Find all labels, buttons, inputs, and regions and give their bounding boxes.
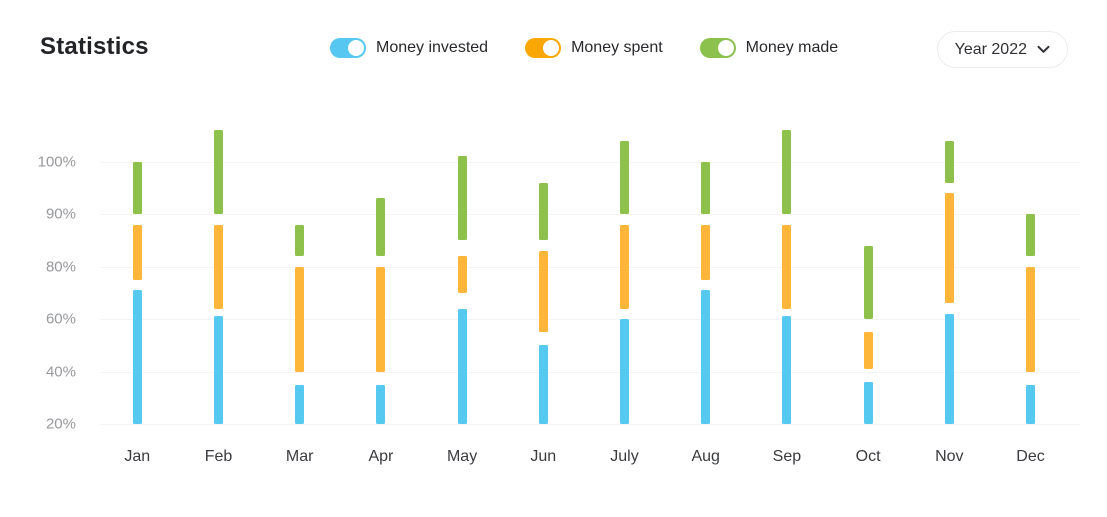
bar-money-made-nov[interactable] <box>944 140 954 183</box>
x-axis-label-jun: Jun <box>530 448 557 465</box>
x-axis-label-nov: Nov <box>935 448 964 465</box>
bar-money-spent-dec[interactable] <box>1026 266 1035 372</box>
legend-label: Money invested <box>376 39 489 56</box>
legend-label: Money made <box>745 39 839 56</box>
bar-money-spent-mar[interactable] <box>295 266 305 372</box>
x-axis-label-dec: Dec <box>1016 448 1045 465</box>
bar-money-made-aug[interactable] <box>701 161 711 214</box>
year-selector-label: Year 2022 <box>954 40 1027 58</box>
legend-label: Money spent <box>571 39 663 56</box>
y-axis-tick-label: 90% <box>45 205 76 223</box>
bar-money-invested-jun[interactable] <box>538 345 548 424</box>
bar-money-invested-may[interactable] <box>457 308 467 424</box>
bar-money-invested-feb[interactable] <box>214 316 223 424</box>
bar-money-made-mar[interactable] <box>295 224 305 256</box>
gridline-60 <box>100 319 1080 320</box>
bar-money-invested-aug[interactable] <box>701 290 711 424</box>
gridline-20 <box>100 424 1080 425</box>
gridline-90 <box>100 214 1080 215</box>
legend-item-spent[interactable]: Money spent <box>525 38 663 58</box>
gridline-80 <box>100 266 1080 268</box>
bar-money-invested-nov[interactable] <box>944 313 954 424</box>
gridline-40 <box>100 371 1080 373</box>
bar-money-made-jun[interactable] <box>538 182 548 241</box>
x-axis-label-jan: Jan <box>124 448 151 465</box>
bar-money-invested-oct[interactable] <box>863 382 873 424</box>
y-axis-tick-label: 40% <box>45 363 76 380</box>
bar-money-invested-apr[interactable] <box>376 384 386 424</box>
bar-money-invested-dec[interactable] <box>1026 384 1035 424</box>
bar-money-made-july[interactable] <box>620 140 629 214</box>
y-axis-tick-label: 20% <box>45 415 76 433</box>
bar-money-spent-jan[interactable] <box>132 224 142 280</box>
bar-money-spent-nov[interactable] <box>944 193 954 304</box>
y-axis-tick-label: 80% <box>45 258 76 275</box>
x-axis-label-apr: Apr <box>368 448 394 465</box>
legend-item-made[interactable]: Money made <box>699 38 839 58</box>
bar-money-made-dec[interactable] <box>1026 214 1035 256</box>
bar-money-spent-oct[interactable] <box>863 332 873 369</box>
chevron-down-icon <box>1037 45 1050 54</box>
x-axis-label-sep: Sep <box>772 448 802 465</box>
toggle-knob <box>543 40 560 56</box>
toggle-knob <box>717 40 734 56</box>
bar-money-invested-jan[interactable] <box>132 290 142 424</box>
bar-money-made-may[interactable] <box>457 156 467 241</box>
bar-money-invested-mar[interactable] <box>295 384 305 424</box>
bar-money-spent-feb[interactable] <box>214 224 223 309</box>
bar-money-spent-july[interactable] <box>620 224 629 309</box>
bar-money-made-feb[interactable] <box>214 130 223 214</box>
toggle-knob <box>348 40 364 56</box>
legend: Money invested Money spent Money made <box>330 38 838 58</box>
x-axis-label-oct: Oct <box>855 448 881 465</box>
legend-toggle-icon-spent[interactable] <box>525 38 562 58</box>
bar-money-invested-july[interactable] <box>620 319 629 424</box>
x-axis-label-aug: Aug <box>691 448 720 465</box>
gridline-100 <box>100 161 1080 163</box>
page-title: Statistics <box>40 33 149 60</box>
bar-money-made-apr[interactable] <box>376 198 386 256</box>
x-axis-label-july: July <box>610 448 639 465</box>
bar-money-made-sep[interactable] <box>782 130 792 214</box>
bar-money-spent-jun[interactable] <box>538 250 548 333</box>
x-axis-label-mar: Mar <box>285 448 314 465</box>
bar-money-invested-sep[interactable] <box>782 316 792 424</box>
bar-money-made-oct[interactable] <box>863 245 873 319</box>
y-axis-tick-label: 100% <box>37 153 76 170</box>
legend-item-invested[interactable]: Money invested <box>330 38 488 58</box>
bar-money-spent-aug[interactable] <box>701 224 711 280</box>
bar-money-spent-apr[interactable] <box>376 266 386 372</box>
legend-toggle-icon-invested[interactable] <box>330 38 366 58</box>
y-axis-tick-label: 60% <box>45 310 76 328</box>
bar-money-made-jan[interactable] <box>132 161 142 214</box>
x-axis-label-may: May <box>446 448 478 465</box>
year-selector-button[interactable]: Year 2022 <box>936 31 1068 68</box>
legend-toggle-icon-made[interactable] <box>699 38 736 58</box>
bar-money-spent-may[interactable] <box>457 256 467 293</box>
x-axis-label-feb: Feb <box>204 448 233 465</box>
bar-money-spent-sep[interactable] <box>782 224 792 309</box>
